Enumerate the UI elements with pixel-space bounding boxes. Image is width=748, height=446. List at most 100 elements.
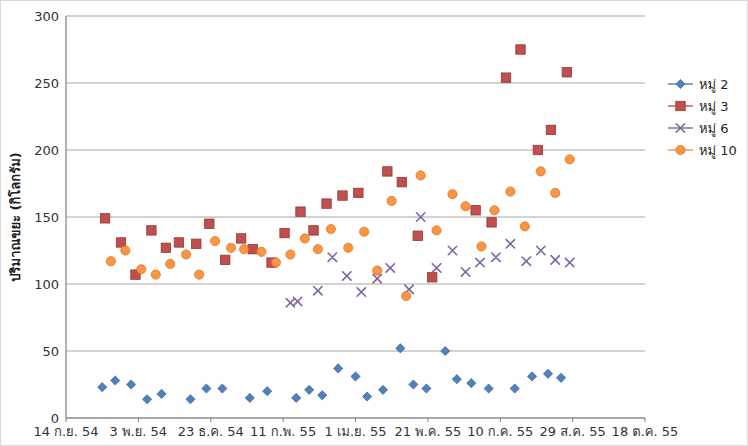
y-tick-label: 100 xyxy=(34,277,59,292)
data-point-group-3 xyxy=(147,226,156,235)
data-point-group-10 xyxy=(432,226,441,235)
data-point-group-6 xyxy=(386,264,394,272)
data-point-group-2 xyxy=(452,375,461,384)
data-point-group-6 xyxy=(492,253,500,261)
data-point-group-3 xyxy=(487,218,496,227)
data-point-group-10 xyxy=(257,247,266,256)
data-point-group-10 xyxy=(506,187,515,196)
x-tick-label: 1 เม.ย. 55 xyxy=(325,424,387,439)
data-point-group-10 xyxy=(106,257,115,266)
data-point-group-3 xyxy=(546,125,555,134)
data-point-group-10 xyxy=(402,291,411,300)
data-point-group-2 xyxy=(543,369,552,378)
data-point-group-6 xyxy=(551,256,559,264)
x-tick-label: 11 ก.พ. 55 xyxy=(250,424,316,439)
data-point-group-3 xyxy=(428,273,437,282)
data-point-group-6 xyxy=(373,274,381,282)
data-point-group-2 xyxy=(202,384,211,393)
x-tick-label: 21 พ.ค. 55 xyxy=(394,424,461,439)
legend-marker-group-3 xyxy=(667,100,694,112)
data-point-group-10 xyxy=(565,155,574,164)
data-point-group-2 xyxy=(218,384,227,393)
data-point-group-10 xyxy=(137,265,146,274)
data-point-group-6 xyxy=(343,272,351,280)
data-point-group-10 xyxy=(226,243,235,252)
data-point-group-2 xyxy=(362,392,371,401)
data-point-group-6 xyxy=(432,264,440,272)
data-point-group-3 xyxy=(205,219,214,228)
legend-label-group-10: หมู่ 10 xyxy=(699,140,737,161)
data-point-group-2 xyxy=(484,384,493,393)
data-point-group-3 xyxy=(397,177,406,186)
data-point-group-10 xyxy=(344,243,353,252)
data-point-group-6 xyxy=(328,253,336,261)
data-point-group-3 xyxy=(309,226,318,235)
data-point-group-2 xyxy=(441,346,450,355)
data-point-group-6 xyxy=(537,246,545,254)
data-point-group-10 xyxy=(551,188,560,197)
data-point-group-2 xyxy=(157,389,166,398)
data-point-group-2 xyxy=(351,372,360,381)
data-point-group-10 xyxy=(461,202,470,211)
data-point-group-3 xyxy=(280,228,289,237)
data-point-group-6 xyxy=(522,257,530,265)
legend-label-group-2: หมู่ 2 xyxy=(699,74,729,95)
data-point-group-2 xyxy=(527,372,536,381)
legend-item-group-2: หมู่ 2 xyxy=(667,77,737,91)
data-point-group-3 xyxy=(383,167,392,176)
legend-marker-group-2 xyxy=(667,78,694,90)
data-point-group-2 xyxy=(334,364,343,373)
data-point-group-10 xyxy=(286,250,295,259)
legend-marker-group-6 xyxy=(667,122,694,134)
y-tick-label: 250 xyxy=(34,76,59,91)
legend-label-group-3: หมู่ 3 xyxy=(699,96,729,117)
data-point-group-10 xyxy=(151,270,160,279)
y-axis-title: ปริมาณขยะ (กิโลกรัม) xyxy=(5,152,26,281)
data-point-group-2 xyxy=(510,384,519,393)
legend-item-group-10: หมู่ 10 xyxy=(667,143,737,157)
data-point-group-3 xyxy=(501,73,510,82)
data-point-group-3 xyxy=(248,244,257,253)
data-point-group-10 xyxy=(387,196,396,205)
data-point-group-2 xyxy=(292,393,301,402)
data-point-group-10 xyxy=(210,237,219,246)
x-tick-label: 10 ก.ค. 55 xyxy=(467,424,533,439)
data-point-group-6 xyxy=(293,297,301,305)
x-tick-label: 29 ส.ค. 55 xyxy=(540,424,606,439)
data-point-group-10 xyxy=(182,250,191,259)
legend-item-group-6: หมู่ 6 xyxy=(667,121,737,135)
data-point-group-3 xyxy=(516,45,525,54)
data-point-group-3 xyxy=(236,234,245,243)
y-tick-label: 300 xyxy=(34,9,59,24)
data-point-group-10 xyxy=(373,266,382,275)
data-point-group-3 xyxy=(221,255,230,264)
data-point-group-10 xyxy=(271,258,280,267)
data-point-group-2 xyxy=(98,383,107,392)
data-point-group-10 xyxy=(326,224,335,233)
data-point-group-2 xyxy=(378,385,387,394)
data-point-group-2 xyxy=(263,387,272,396)
data-point-group-3 xyxy=(413,231,422,240)
data-point-group-2 xyxy=(111,376,120,385)
data-point-group-6 xyxy=(476,258,484,266)
data-point-group-10 xyxy=(416,171,425,180)
data-point-group-2 xyxy=(318,391,327,400)
data-point-group-2 xyxy=(186,395,195,404)
data-point-group-3 xyxy=(322,199,331,208)
data-point-group-10 xyxy=(448,190,457,199)
data-point-group-3 xyxy=(354,188,363,197)
data-point-group-6 xyxy=(506,240,514,248)
legend-item-group-3: หมู่ 3 xyxy=(667,99,737,113)
data-point-group-3 xyxy=(192,239,201,248)
data-point-group-6 xyxy=(448,246,456,254)
data-point-group-2 xyxy=(422,384,431,393)
data-point-group-10 xyxy=(239,245,248,254)
data-point-group-3 xyxy=(100,214,109,223)
data-point-group-10 xyxy=(313,245,322,254)
y-tick-label: 200 xyxy=(34,143,59,158)
data-point-group-2 xyxy=(305,385,314,394)
data-point-group-6 xyxy=(461,268,469,276)
data-point-group-3 xyxy=(471,206,480,215)
y-tick-label: 150 xyxy=(34,210,59,225)
data-point-group-2 xyxy=(467,379,476,388)
